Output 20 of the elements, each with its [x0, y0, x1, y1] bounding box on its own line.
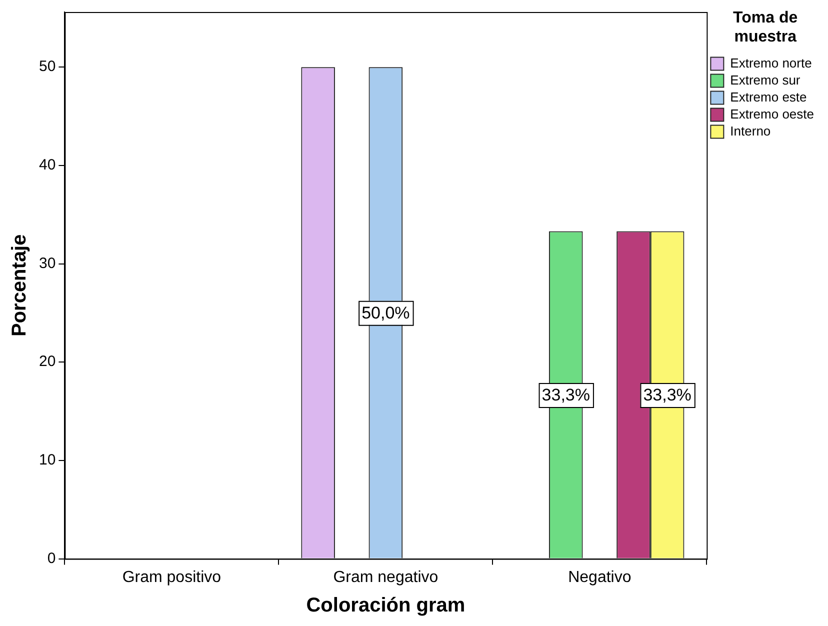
x-tick-label: Negativo — [568, 568, 632, 586]
y-tick-label: 40 — [38, 156, 56, 174]
legend-label: Interno — [730, 123, 771, 138]
x-tick-label: Gram negativo — [333, 568, 438, 586]
y-axis-title: Porcentaje — [8, 234, 31, 337]
x-tick-label: Gram positivo — [122, 568, 222, 586]
legend-label: Extremo norte — [730, 55, 812, 70]
data-label: 33,3% — [542, 386, 590, 405]
y-tick-label: 30 — [38, 254, 56, 272]
y-tick-label: 50 — [38, 58, 56, 76]
y-tick-label: 0 — [47, 550, 56, 567]
legend-label: Extremo este — [730, 89, 807, 104]
x-axis-title: Coloración gram — [306, 594, 466, 617]
legend-label: Extremo oeste — [730, 106, 814, 122]
data-label: 50,0% — [362, 304, 410, 323]
y-tick-label: 10 — [38, 452, 56, 469]
y-tick-label: 20 — [38, 353, 56, 370]
legend-label: Extremo sur — [730, 72, 801, 88]
legend-title: Toma de muestra — [733, 9, 798, 46]
data-label: 33,3% — [643, 386, 692, 405]
